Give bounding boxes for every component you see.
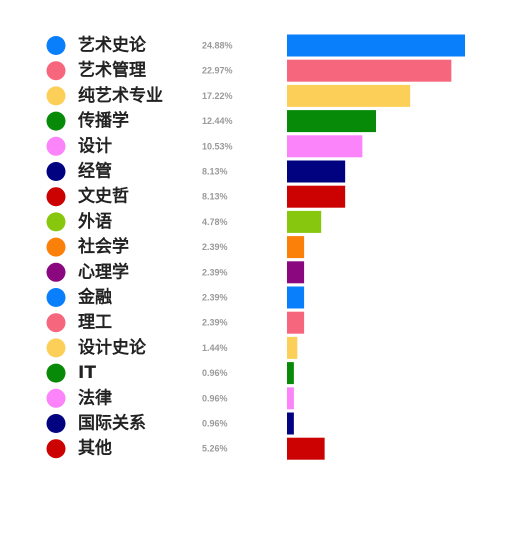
bar (287, 236, 305, 259)
value-label: 12.44% (202, 116, 233, 126)
category-label: 设计史论 (78, 337, 147, 358)
bar (287, 185, 346, 208)
category-label: 纯艺术专业 (78, 85, 163, 106)
value-label: 2.39% (202, 267, 228, 277)
category-label: 理工 (78, 313, 112, 333)
value-label: 0.96% (202, 393, 228, 403)
legend-dot (46, 86, 66, 106)
category-label: 文史哲 (78, 186, 129, 207)
legend-dot (46, 237, 66, 257)
bar (287, 34, 465, 57)
legend-dot (46, 162, 66, 181)
bar (287, 135, 363, 158)
category-label: 金融 (77, 287, 112, 308)
value-label: 1.44% (202, 343, 228, 353)
value-label: 10.53% (202, 141, 233, 151)
value-label: 17.22% (202, 91, 233, 101)
bar (287, 412, 294, 435)
legend-dot (46, 36, 66, 55)
bar (287, 210, 322, 233)
value-label: 5.26% (202, 444, 228, 454)
category-label: 心理学 (78, 261, 129, 282)
bar (287, 336, 298, 359)
legend-dot (46, 338, 66, 358)
value-label: 0.96% (202, 368, 228, 378)
legend-dot (46, 439, 66, 459)
category-label: 设计 (78, 135, 112, 156)
bar (287, 387, 294, 410)
category-label: 社会学 (77, 236, 129, 257)
legend-dot (46, 414, 66, 433)
category-label: 外语 (78, 211, 112, 232)
legend-dot (46, 111, 66, 131)
value-label: 8.13% (202, 167, 228, 177)
bar (287, 286, 305, 309)
legend-dot (46, 136, 66, 156)
category-label: IT (78, 363, 96, 383)
value-label: 4.78% (202, 217, 228, 227)
category-label: 艺术管理 (78, 60, 146, 81)
category-label: 其他 (78, 438, 112, 459)
legend-dot (46, 61, 66, 81)
bar (287, 160, 346, 183)
category-label: 法律 (78, 387, 112, 408)
legend-dot (46, 187, 66, 207)
legend-dot (46, 288, 66, 307)
bar (287, 261, 305, 284)
bar (287, 84, 411, 107)
value-label: 2.39% (202, 318, 228, 328)
value-label: 0.96% (202, 419, 228, 429)
value-label: 8.13% (202, 192, 228, 202)
legend-dot (46, 313, 66, 333)
bar (287, 437, 325, 460)
value-label: 22.97% (202, 66, 233, 76)
legend-dot (46, 388, 66, 408)
legend-dot (46, 363, 66, 383)
legend-dots (46, 36, 66, 459)
value-labels: 24.88% 22.97% 17.22% 12.44% 10.53% 8.13% 8.13%… (202, 41, 233, 454)
bars (287, 34, 465, 460)
bar (287, 311, 305, 334)
value-label: 2.39% (202, 242, 228, 252)
value-label: 24.88% (202, 41, 233, 51)
category-label: 经管 (78, 161, 112, 182)
legend-dot (46, 212, 66, 232)
bar (287, 110, 376, 133)
value-label: 2.39% (202, 293, 228, 303)
bar (287, 362, 294, 385)
legend-dot (46, 262, 66, 282)
category-label: 艺术史论 (78, 35, 147, 56)
category-label: 国际关系 (78, 413, 146, 434)
category-label: 传播学 (77, 110, 129, 131)
bar (287, 59, 452, 82)
